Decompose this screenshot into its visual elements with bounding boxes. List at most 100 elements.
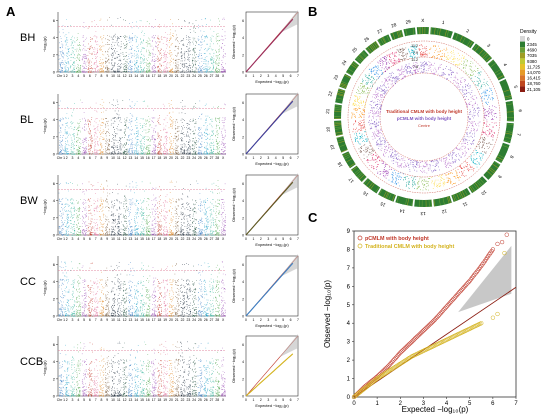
density-mark: [505, 100, 513, 103]
density-mark: [428, 199, 430, 207]
y-tick-label: 7: [347, 266, 351, 272]
qq-confidence-band: [279, 334, 298, 357]
density-mark: [340, 83, 347, 87]
density-mark: [354, 169, 360, 174]
density-mark: [448, 196, 451, 204]
chromosome-label: 5: [83, 398, 85, 402]
qq-y-tick-label: 2: [242, 216, 244, 220]
chromosome-label: 13: [129, 237, 133, 241]
chromosome-label: 9: [106, 74, 108, 78]
chromosome-label: 7: [516, 133, 521, 137]
chromosome-label: 4: [77, 156, 79, 160]
chromosome-label: 6: [89, 156, 91, 160]
qq-y-tick-label: 0: [242, 234, 244, 238]
density-mark: [359, 53, 365, 60]
track-points: [386, 51, 401, 66]
qq-x-tick-label: 5: [282, 74, 284, 78]
qq-x-tick-label: 5: [282, 318, 284, 322]
chromosome-points-14: [133, 101, 139, 155]
density-mark: [506, 126, 514, 128]
density-mark: [497, 75, 504, 79]
chromosome-label: 15: [140, 156, 144, 160]
legend-value: 7035: [527, 53, 537, 58]
chromosome-points-12: [122, 100, 128, 155]
chromosome-label: 21: [175, 318, 179, 322]
legend-swatch: [520, 41, 525, 48]
chromosome-label: 12: [123, 74, 127, 78]
chromosome-points-4: [76, 342, 82, 397]
legend-swatch: [520, 80, 525, 87]
density-mark: [369, 45, 374, 52]
data-point: [392, 357, 397, 362]
density-mark: [469, 186, 474, 193]
density-mark: [335, 131, 343, 134]
chromosome-label: 9: [106, 237, 108, 241]
y-tick-label: 2: [347, 358, 351, 364]
density-mark: [365, 180, 371, 187]
density-mark: [504, 95, 512, 98]
qq-observed-curve: [245, 100, 294, 155]
track-points: [462, 132, 475, 145]
panel-c-qq-plot: 0 1 2 3 4 5 6 7 0 1 2 3 4 5 6 7 8 9 Expected −log₁₀(p) Obse…: [323, 229, 518, 414]
qq-confidence-band: [279, 92, 298, 115]
chromosome-label: 10: [111, 74, 115, 78]
chromosome-label: 2: [66, 156, 68, 160]
chromosome-label: 24: [341, 59, 348, 66]
chromosome-points-10: [110, 192, 116, 236]
qq-plot-bw: Observed −log₁₀(p) Expected −log₁₀(p) 0 1 2 3…: [231, 173, 299, 247]
chromosome-label: 9: [497, 174, 503, 179]
chromosome-label: 27: [210, 237, 214, 241]
chromosome-points-19: [162, 103, 168, 155]
chromosome-segment: [451, 188, 471, 202]
data-point: [468, 326, 474, 331]
density-mark: [476, 181, 482, 187]
chromosome-label: 27: [210, 398, 214, 402]
qq-x-tick-label: 2: [260, 156, 262, 160]
manhattan-y-tick-label: 0: [53, 233, 56, 238]
track-points: [427, 61, 442, 75]
density-mark: [349, 65, 356, 70]
density-mark: [340, 146, 347, 150]
track-points: [481, 87, 494, 105]
chromosome-points-20: [168, 180, 174, 236]
manhattan-y-tick-label: 2: [53, 134, 56, 139]
data-point: [495, 241, 500, 247]
x-tick-label: 0: [352, 401, 356, 407]
density-mark: [361, 51, 368, 57]
qq-y-tick-label: 0: [242, 153, 244, 157]
density-mark: [430, 27, 432, 35]
density-mark: [344, 155, 351, 160]
chromosome-segment: [414, 199, 433, 207]
qq-y-tick-label: 6: [242, 101, 244, 105]
data-point: [377, 374, 382, 380]
chromosome-label: 24: [192, 237, 196, 241]
data-point: [504, 232, 509, 237]
density-mark: [388, 193, 392, 200]
chromosome-points-x: [220, 17, 226, 73]
chromosome-label: 8: [509, 155, 515, 160]
chromosome-label: 19: [163, 74, 167, 78]
density-mark: [341, 149, 348, 153]
density-mark: [373, 42, 379, 49]
chromosome-label: 17: [152, 156, 156, 160]
chromosome-points-11: [116, 341, 122, 397]
density-mark: [398, 196, 401, 204]
density-mark: [355, 57, 362, 63]
chromosome-segment: [339, 73, 352, 90]
density-mark: [386, 192, 390, 199]
trait-label: BL: [20, 114, 33, 126]
chromosome-label: 8: [101, 318, 103, 322]
data-point: [434, 316, 439, 321]
qq-x-label: Expected −log₁₀(p): [255, 242, 289, 247]
data-point: [421, 328, 426, 333]
legend-swatch: [520, 69, 525, 76]
density-mark: [444, 29, 447, 37]
chromosome-label: 17: [152, 237, 156, 241]
qq-x-tick-label: 6: [290, 398, 292, 402]
chromosome-points-13: [128, 99, 134, 155]
chromosome-label: X: [222, 74, 225, 78]
chromosome-label: 8: [101, 398, 103, 402]
chromosome-points-9: [105, 350, 111, 397]
chromosome-label: 18: [157, 74, 161, 78]
qq-x-tick-label: 4: [275, 74, 277, 78]
